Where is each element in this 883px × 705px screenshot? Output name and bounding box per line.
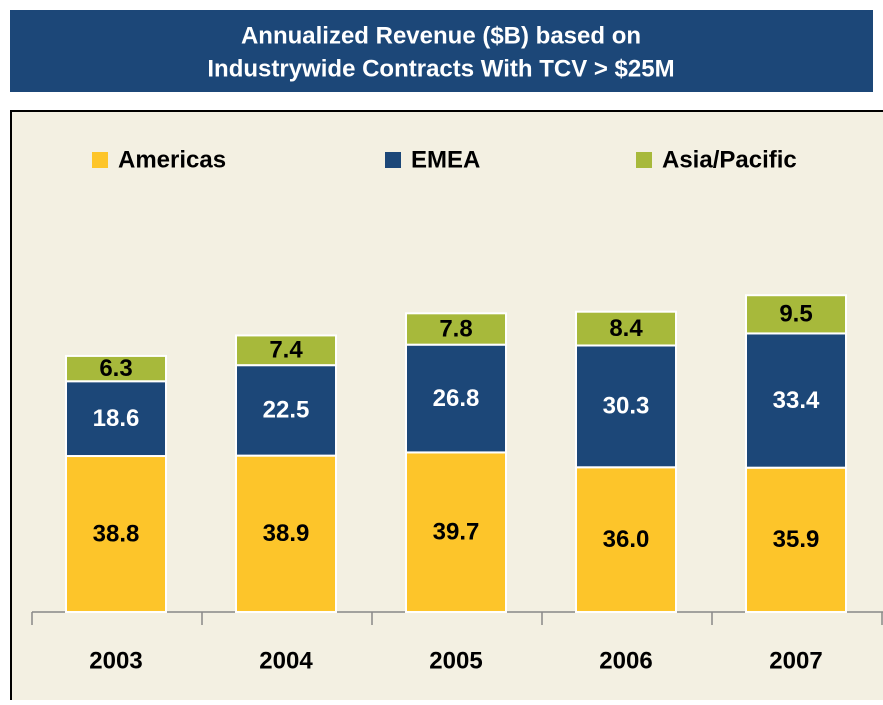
data-label: 39.7 [433, 519, 480, 546]
bar-segment [405, 451, 507, 613]
data-label: 8.4 [609, 315, 643, 342]
x-tick-label: 2006 [599, 647, 652, 674]
data-label: 36.0 [603, 526, 650, 553]
data-label: 9.5 [779, 301, 812, 328]
bar-segment [235, 364, 337, 457]
x-tick-label: 2004 [259, 647, 313, 674]
bar-segment [575, 344, 677, 469]
data-label: 7.4 [269, 337, 303, 364]
data-label: 30.3 [603, 393, 650, 420]
bar-segment [235, 334, 337, 367]
data-label: 38.9 [263, 520, 310, 547]
data-label: 6.3 [99, 355, 132, 382]
bar-segment [745, 294, 847, 335]
data-label: 26.8 [433, 385, 480, 412]
bar-segment [575, 310, 677, 347]
bar-segment [745, 466, 847, 613]
legend-label: Asia/Pacific [662, 146, 797, 173]
chart-title: Industrywide Contracts With TCV > $25M [207, 55, 674, 82]
data-label: 33.4 [773, 387, 820, 414]
legend-label: EMEA [411, 146, 480, 173]
legend-swatch [385, 152, 401, 168]
bar-segment [575, 466, 677, 613]
legend-swatch [636, 152, 652, 168]
data-label: 22.5 [263, 397, 310, 424]
data-label: 35.9 [773, 526, 820, 553]
data-label: 7.8 [439, 315, 472, 342]
legend-swatch [92, 152, 108, 168]
bar-segment [405, 343, 507, 454]
x-tick-label: 2003 [89, 647, 142, 674]
bar-segment [405, 312, 507, 346]
data-label: 38.8 [93, 520, 140, 547]
data-label: 18.6 [93, 405, 140, 432]
x-tick-label: 2007 [769, 647, 822, 674]
title-box [10, 10, 873, 92]
legend-label: Americas [118, 146, 226, 173]
bar-segment [745, 332, 847, 469]
bar-segment [65, 354, 167, 383]
x-tick-label: 2005 [429, 647, 482, 674]
chart-title: Annualized Revenue ($B) based on [241, 22, 641, 49]
